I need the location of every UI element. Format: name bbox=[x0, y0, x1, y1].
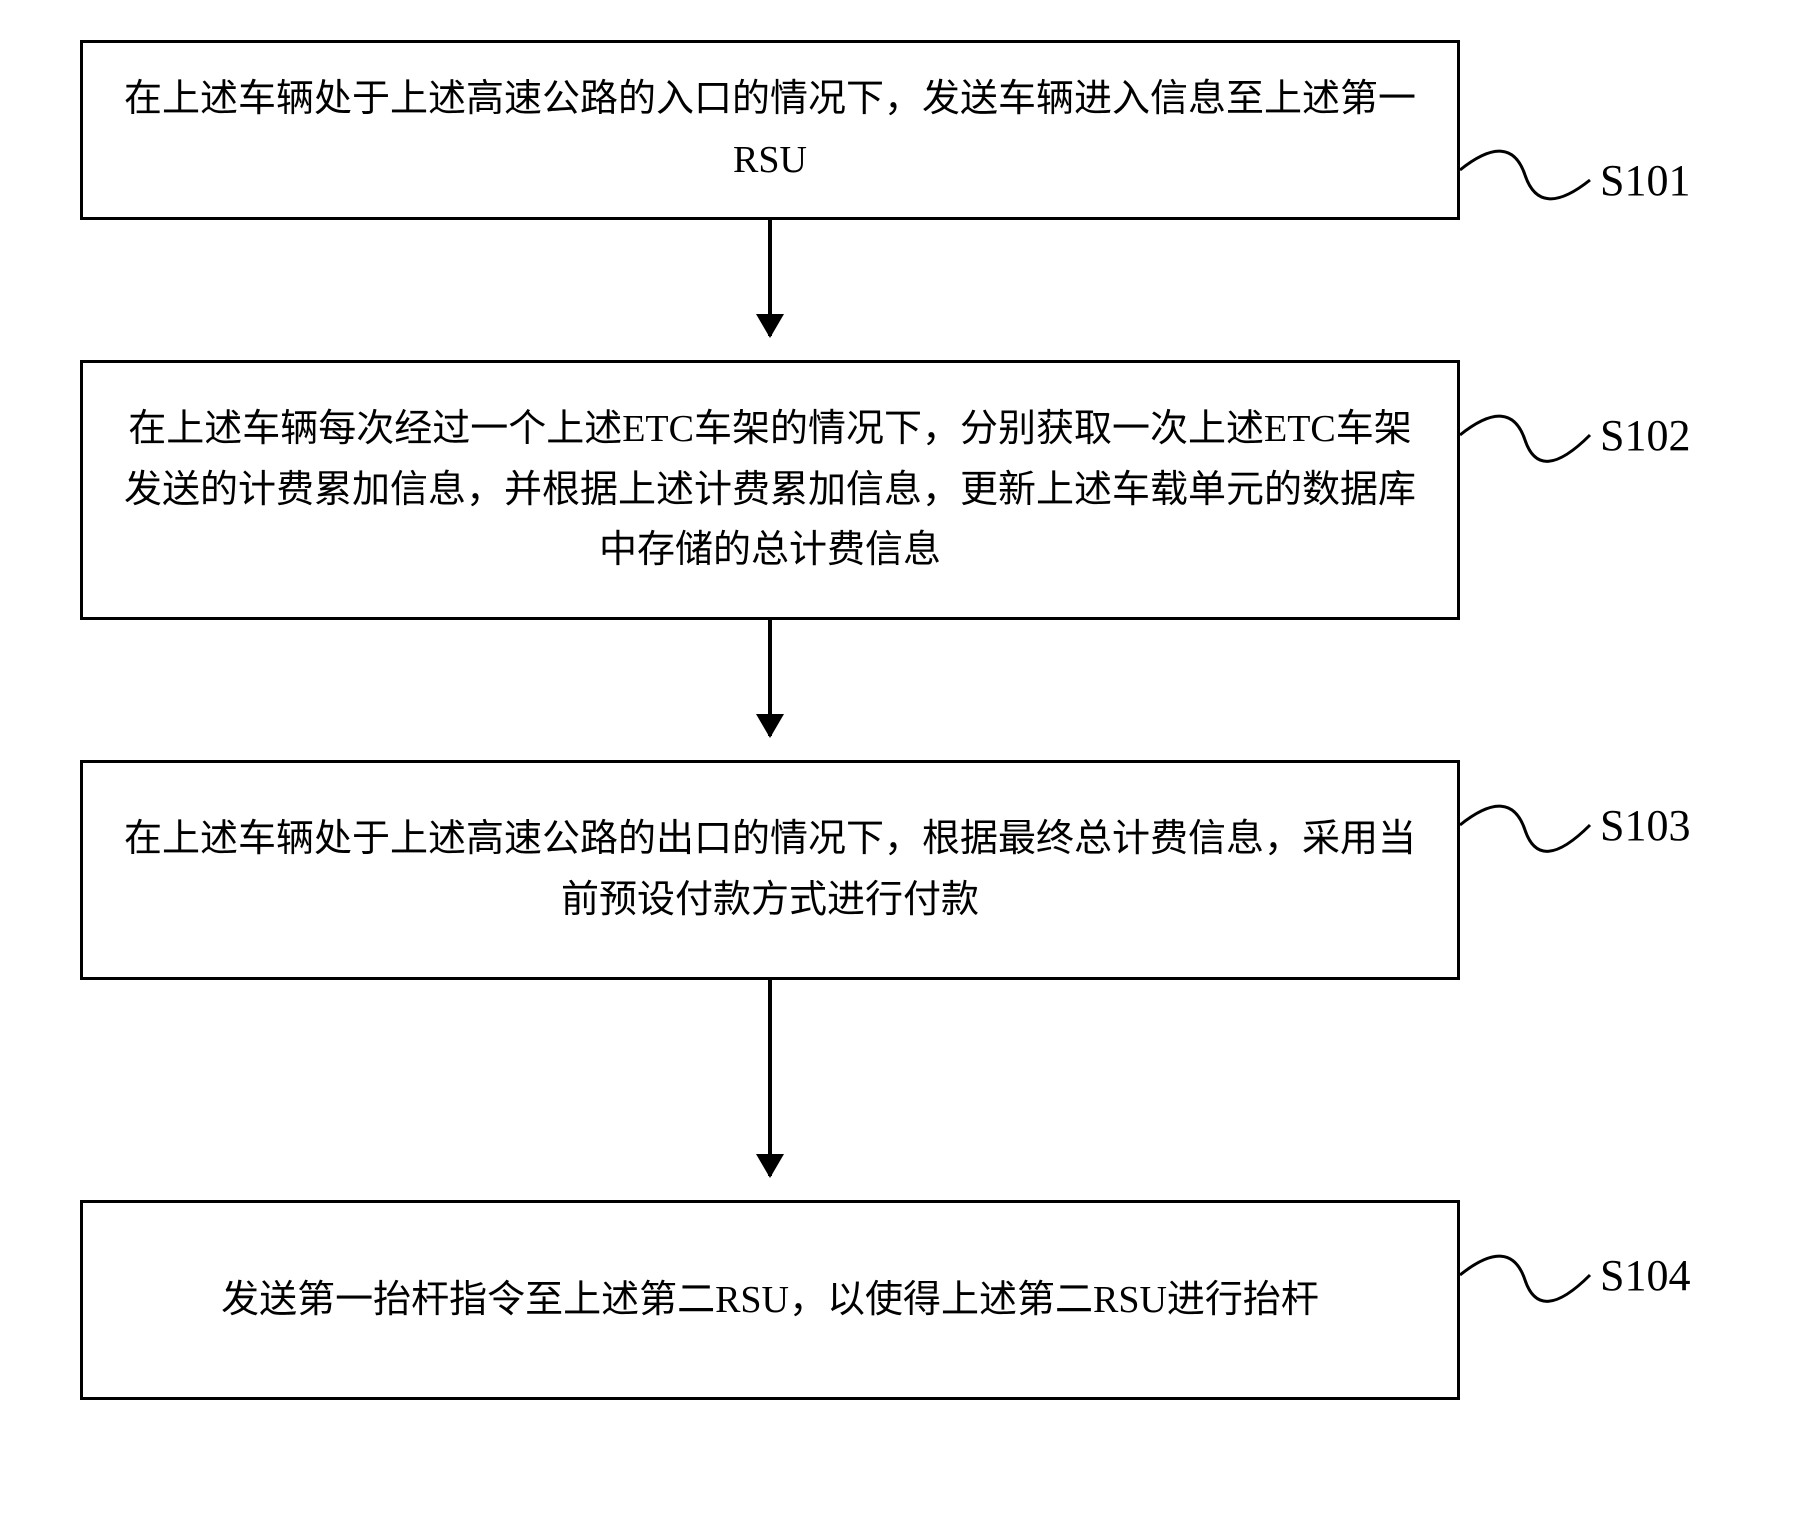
step-4-text: 发送第一抬杆指令至上述第二RSU，以使得上述第二RSU进行抬杆 bbox=[221, 1270, 1319, 1331]
step-3-text: 在上述车辆处于上述高速公路的出口的情况下，根据最终总计费信息，采用当前预设付款方… bbox=[123, 809, 1417, 931]
arrow-2-to-3 bbox=[768, 620, 772, 736]
step-1-text: 在上述车辆处于上述高速公路的入口的情况下，发送车辆进入信息至上述第一RSU bbox=[123, 69, 1417, 191]
step-2-text: 在上述车辆每次经过一个上述ETC车架的情况下，分别获取一次上述ETC车架发送的计… bbox=[123, 399, 1417, 581]
arrow-3-to-4 bbox=[768, 980, 772, 1176]
flowchart-step-2: 在上述车辆每次经过一个上述ETC车架的情况下，分别获取一次上述ETC车架发送的计… bbox=[80, 360, 1460, 620]
arrow-1-to-2 bbox=[768, 220, 772, 336]
flowchart-step-3: 在上述车辆处于上述高速公路的出口的情况下，根据最终总计费信息，采用当前预设付款方… bbox=[80, 760, 1460, 980]
flowchart-container: 在上述车辆处于上述高速公路的入口的情况下，发送车辆进入信息至上述第一RSU 在上… bbox=[0, 0, 1818, 1522]
flowchart-step-4: 发送第一抬杆指令至上述第二RSU，以使得上述第二RSU进行抬杆 bbox=[80, 1200, 1460, 1400]
label-s102: S102 bbox=[1600, 410, 1690, 461]
label-s103: S103 bbox=[1600, 800, 1690, 851]
label-s101: S101 bbox=[1600, 155, 1690, 206]
flowchart-step-1: 在上述车辆处于上述高速公路的入口的情况下，发送车辆进入信息至上述第一RSU bbox=[80, 40, 1460, 220]
label-s104: S104 bbox=[1600, 1250, 1690, 1301]
